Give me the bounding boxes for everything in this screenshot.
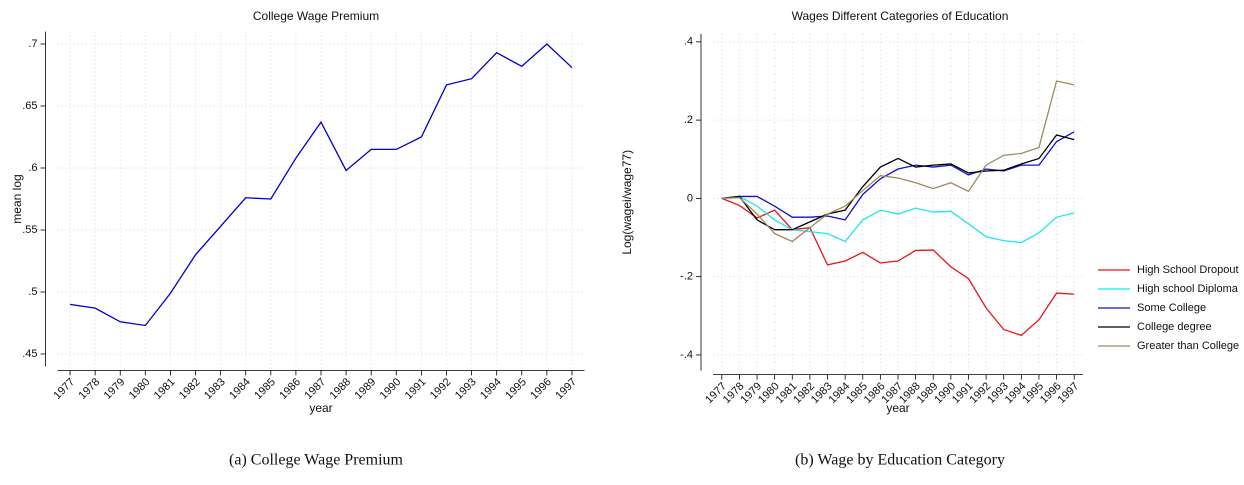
y-tick-label: .6 xyxy=(28,162,37,174)
x-tick-label: 1997 xyxy=(1056,380,1082,406)
legend-label: Greater than College xyxy=(1137,340,1239,352)
x-tick-label: 1994 xyxy=(478,376,504,402)
x-tick-label: 1980 xyxy=(127,376,153,402)
x-tick-label: 1989 xyxy=(353,376,379,402)
y-tick-label: .55 xyxy=(22,224,37,236)
legend-label: High school Diploma xyxy=(1137,283,1239,295)
line xyxy=(721,134,1075,231)
caption: (a) College Wage Premium xyxy=(229,452,403,469)
y-axis-label: Log(wagei/wage77) xyxy=(620,150,634,255)
x-tick-label: 1990 xyxy=(378,376,404,402)
x-tick-label: 1982 xyxy=(177,376,203,402)
y-tick-label: .65 xyxy=(22,100,37,112)
x-tick-label: 1992 xyxy=(428,376,454,402)
y-tick-label: -.2 xyxy=(680,271,693,283)
line xyxy=(69,43,573,327)
y-tick-label: .7 xyxy=(28,38,37,50)
x-axis-label: year xyxy=(309,401,332,415)
x-tick-label: 1997 xyxy=(553,376,579,402)
line xyxy=(721,197,1075,337)
x-tick-label: 1986 xyxy=(277,376,303,402)
line xyxy=(721,195,1075,244)
x-tick-label: 1987 xyxy=(302,376,328,402)
x-tick-label: 1996 xyxy=(528,376,554,402)
x-tick-label: 1984 xyxy=(227,376,253,402)
y-axis-label: mean log xyxy=(10,174,24,223)
x-tick-label: 1981 xyxy=(152,376,178,402)
legend-label: High School Dropout xyxy=(1137,264,1239,276)
x-tick-label: 1985 xyxy=(252,376,278,402)
y-tick-label: 0 xyxy=(687,192,693,204)
x-tick-label: 1979 xyxy=(102,376,128,402)
legend-label: Some College xyxy=(1137,302,1206,314)
caption: (b) Wage by Education Category xyxy=(795,452,1005,469)
x-tick-label: 1977 xyxy=(51,376,77,402)
y-tick-label: .4 xyxy=(684,36,693,48)
x-tick-label: 1993 xyxy=(453,376,479,402)
line xyxy=(721,131,1075,221)
x-tick-label: 1988 xyxy=(327,376,353,402)
chart-title: College Wage Premium xyxy=(253,9,379,23)
x-tick-label: 1991 xyxy=(403,376,429,402)
y-tick-label: .45 xyxy=(22,348,37,360)
x-axis-label: year xyxy=(886,401,909,415)
x-tick-label: 1995 xyxy=(503,376,529,402)
y-tick-label: .2 xyxy=(684,114,693,126)
legend-label: College degree xyxy=(1137,321,1212,333)
x-tick-label: 1978 xyxy=(77,376,103,402)
y-tick-label: -.4 xyxy=(680,349,693,361)
line xyxy=(721,80,1075,243)
y-tick-label: .5 xyxy=(28,286,37,298)
chart-title: Wages Different Categories of Education xyxy=(792,9,1009,23)
x-tick-label: 1983 xyxy=(202,376,228,402)
